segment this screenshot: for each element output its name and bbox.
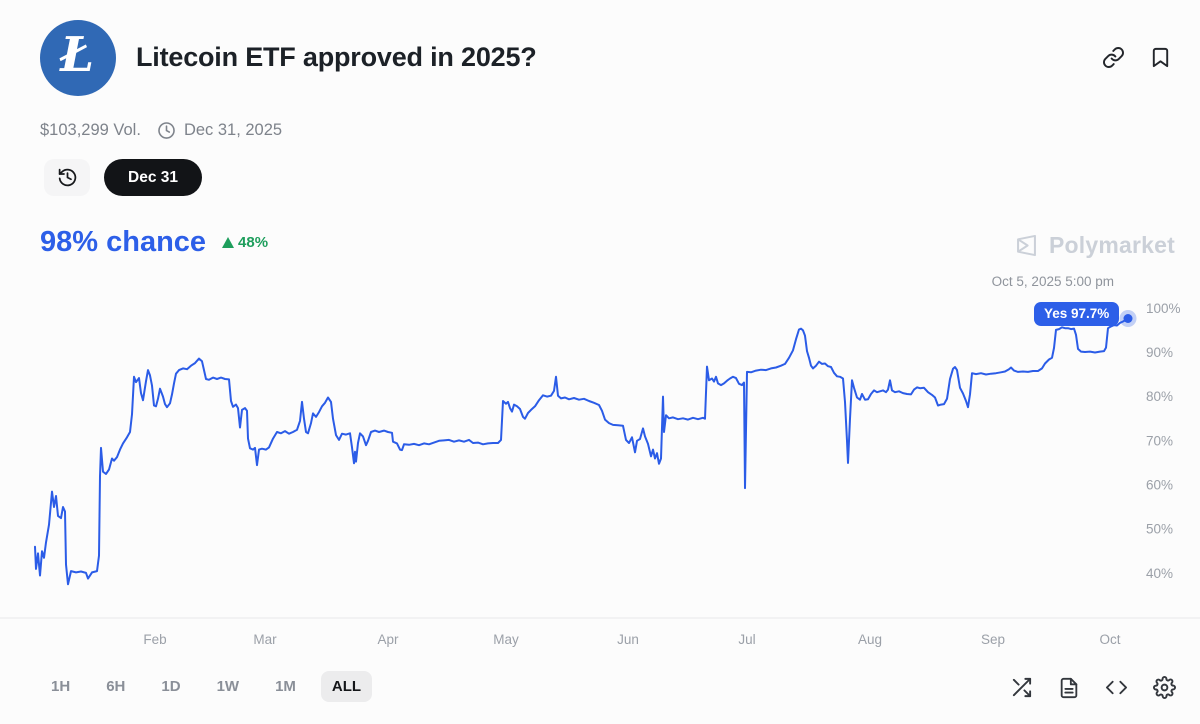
chart-tools xyxy=(1008,674,1178,701)
series-end-halo xyxy=(1119,310,1137,327)
yes-series-line xyxy=(34,317,1129,586)
y-axis-label-70: 70% xyxy=(1146,433,1173,448)
change-indicator: 48% xyxy=(222,234,268,251)
header-actions xyxy=(1100,44,1174,71)
shuffle-icon xyxy=(1010,677,1033,702)
clock-icon xyxy=(157,121,176,140)
polymarket-watermark: Polymarket xyxy=(1013,232,1175,259)
y-axis-label-80: 80% xyxy=(1146,389,1173,404)
range-button-1d[interactable]: 1D xyxy=(150,671,191,702)
embed-button[interactable] xyxy=(1103,674,1130,701)
x-axis-label-feb: Feb xyxy=(143,632,166,647)
settings-button[interactable] xyxy=(1151,674,1178,701)
gear-icon xyxy=(1153,676,1176,702)
bookmark-button[interactable] xyxy=(1147,44,1174,71)
compare-button[interactable] xyxy=(1008,674,1035,701)
outcome-row: Dec 31 xyxy=(44,159,202,196)
file-icon xyxy=(1058,677,1080,702)
end-date-label: Dec 31, 2025 xyxy=(183,121,283,139)
y-axis-label-60: 60% xyxy=(1146,477,1173,492)
range-button-1w[interactable]: 1W xyxy=(206,671,251,702)
polymarket-logo-icon xyxy=(1013,232,1040,259)
copy-link-button[interactable] xyxy=(1100,44,1127,71)
bookmark-icon xyxy=(1149,47,1172,72)
x-axis-label-oct: Oct xyxy=(1099,632,1120,647)
yes-price-badge: Yes 97.7% xyxy=(1034,302,1120,326)
range-toolbar: 1H 6H 1D 1W 1M ALL xyxy=(40,671,373,702)
x-axis-label-aug: Aug xyxy=(858,632,882,647)
x-axis-label-may: May xyxy=(493,632,519,647)
code-icon xyxy=(1105,680,1128,702)
litecoin-glyph: Ł xyxy=(59,27,95,83)
range-button-all[interactable]: ALL xyxy=(320,671,373,702)
x-axis-label-jul: Jul xyxy=(738,632,755,647)
series-end-dot xyxy=(1123,314,1133,323)
x-axis-label-sep: Sep xyxy=(981,632,1005,647)
x-axis-label-mar: Mar xyxy=(253,632,277,647)
chance-row: 98% chance 48% xyxy=(40,226,268,259)
link-icon xyxy=(1102,47,1125,72)
x-axis-label-jun: Jun xyxy=(617,632,639,647)
range-button-1h[interactable]: 1H xyxy=(40,671,81,702)
polymarket-wordmark: Polymarket xyxy=(1048,232,1175,258)
probability-chart: 100% 90% 80% 70% 60% 50% 40% Feb Mar Apr May Jun Ju… xyxy=(0,301,1200,647)
rules-button[interactable] xyxy=(1056,675,1082,701)
y-axis: 100% 90% 80% 70% 60% 50% 40% xyxy=(1146,301,1181,581)
history-button[interactable] xyxy=(44,159,90,196)
chance-label: 98% chance xyxy=(40,226,207,258)
page-title: Litecoin ETF approved in 2025? xyxy=(136,42,537,72)
x-axis: Feb Mar Apr May Jun Jul Aug Sep Oct xyxy=(143,632,1120,647)
range-button-1m[interactable]: 1M xyxy=(264,671,307,702)
y-axis-label-100: 100% xyxy=(1146,301,1181,316)
y-axis-label-40: 40% xyxy=(1146,566,1173,581)
x-axis-label-apr: Apr xyxy=(377,632,399,647)
range-button-6h[interactable]: 6H xyxy=(95,671,136,702)
litecoin-logo: Ł xyxy=(40,20,116,96)
y-axis-label-50: 50% xyxy=(1146,522,1173,537)
y-axis-label-90: 90% xyxy=(1146,345,1173,360)
outcome-chip-dec31[interactable]: Dec 31 xyxy=(104,159,202,196)
volume-label: $103,299 Vol. xyxy=(40,121,141,139)
tooltip-datetime: Oct 5, 2025 5:00 pm xyxy=(991,274,1114,289)
market-meta: $103,299 Vol. Dec 31, 2025 xyxy=(40,121,282,140)
history-icon xyxy=(57,167,78,188)
change-value: 48% xyxy=(238,234,269,251)
triangle-up-icon xyxy=(222,237,235,248)
